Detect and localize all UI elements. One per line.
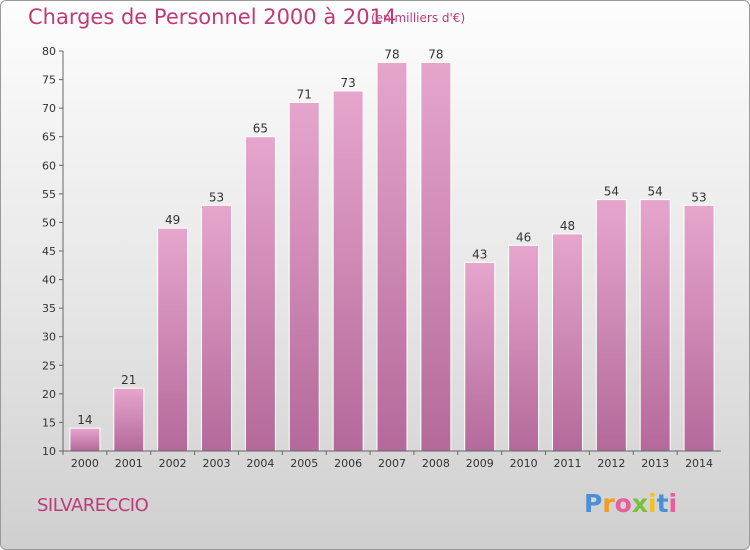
- y-tick-label-65: 65: [42, 131, 56, 144]
- y-tick-label-50: 50: [42, 216, 56, 229]
- x-tick-label-2013: 2013: [641, 457, 669, 470]
- bar-2000: [69, 427, 101, 452]
- y-tick-label-70: 70: [42, 102, 56, 115]
- value-label-2014: 53: [691, 190, 706, 204]
- x-tick-label-2014: 2014: [685, 457, 713, 470]
- value-label-2008: 78: [428, 47, 443, 61]
- value-label-2011: 48: [560, 219, 575, 233]
- value-label-2003: 53: [209, 190, 224, 204]
- value-label-2007: 78: [384, 47, 399, 61]
- y-tick-label-75: 75: [42, 74, 56, 87]
- bar-2002: [157, 227, 189, 452]
- x-tick-label-2009: 2009: [466, 457, 494, 470]
- x-tick-label-2005: 2005: [290, 457, 318, 470]
- logo-letter: t: [656, 489, 669, 518]
- y-tick-label-45: 45: [42, 245, 56, 258]
- value-label-2010: 46: [516, 230, 531, 244]
- logo-letter: i: [648, 489, 657, 518]
- bar-2008: [420, 61, 452, 452]
- value-label-2006: 73: [340, 76, 355, 90]
- logo-letter: i: [668, 489, 678, 518]
- logo-letter: x: [631, 489, 648, 518]
- x-tick-label-2003: 2003: [203, 457, 231, 470]
- value-label-2004: 65: [253, 122, 268, 136]
- x-tick-label-2010: 2010: [510, 457, 538, 470]
- logo-letter: r: [602, 489, 615, 518]
- bar-2007: [376, 61, 408, 452]
- x-tick-label-2002: 2002: [159, 457, 187, 470]
- value-label-2001: 21: [121, 373, 136, 387]
- y-tick-label-55: 55: [42, 188, 56, 201]
- bar-2006: [332, 90, 364, 452]
- value-label-2005: 71: [297, 87, 312, 101]
- y-tick-label-80: 80: [42, 45, 56, 58]
- commune-name: SILVARECCIO: [37, 495, 149, 516]
- logo-letter: o: [614, 489, 632, 518]
- y-tick-label-20: 20: [42, 388, 56, 401]
- bar-2001: [113, 387, 145, 452]
- chart-subtitle: (en milliers d'€): [371, 11, 466, 25]
- y-tick-label-40: 40: [42, 274, 56, 287]
- value-label-2002: 49: [165, 213, 180, 227]
- value-label-2012: 54: [604, 185, 619, 199]
- x-tick-label-2006: 2006: [334, 457, 362, 470]
- y-tick-label-60: 60: [42, 159, 56, 172]
- value-label-2009: 43: [472, 247, 487, 261]
- y-tick-label-30: 30: [42, 331, 56, 344]
- bar-2003: [201, 204, 233, 452]
- y-tick-label-25: 25: [42, 359, 56, 372]
- x-tick-label-2012: 2012: [597, 457, 625, 470]
- x-tick-label-2000: 2000: [71, 457, 99, 470]
- bar-2012: [595, 199, 627, 452]
- x-tick-label-2001: 2001: [115, 457, 143, 470]
- x-tick-label-2007: 2007: [378, 457, 406, 470]
- chart-title: Charges de Personnel 2000 à 2014: [28, 5, 397, 29]
- proxiti-logo: Proxiti: [584, 489, 677, 518]
- bar-2011: [551, 233, 583, 452]
- bar-2013: [639, 199, 671, 452]
- bar-2009: [464, 261, 496, 452]
- bar-2014: [683, 204, 715, 452]
- x-tick-label-2004: 2004: [246, 457, 274, 470]
- x-tick-label-2008: 2008: [422, 457, 450, 470]
- value-label-2000: 14: [77, 413, 92, 427]
- x-tick-label-2011: 2011: [553, 457, 581, 470]
- bar-2010: [508, 244, 540, 452]
- y-tick-label-10: 10: [42, 445, 56, 458]
- bar-2004: [244, 136, 276, 452]
- y-tick-label-15: 15: [42, 416, 56, 429]
- y-tick-label-35: 35: [42, 302, 56, 315]
- logo-letter: P: [584, 489, 603, 518]
- value-label-2013: 54: [648, 185, 663, 199]
- bar-2005: [288, 101, 320, 452]
